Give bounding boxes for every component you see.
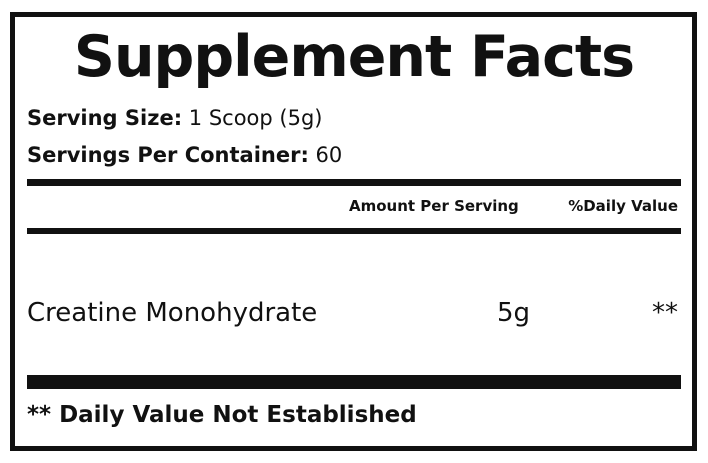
- ingredient-amount: 5g: [497, 298, 531, 328]
- serving-size-label: Serving Size:: [27, 106, 183, 130]
- daily-value-header: %Daily Value: [568, 197, 678, 215]
- serving-size-value: 1 Scoop (5g): [188, 106, 323, 130]
- servings-per-container: Servings Per Container: 60: [27, 142, 342, 168]
- ingredient-daily-value: **: [652, 298, 678, 328]
- servings-per-container-label: Servings Per Container:: [27, 143, 309, 167]
- amount-per-serving-header: Amount Per Serving: [349, 197, 519, 215]
- divider-heavy: [27, 375, 681, 389]
- serving-size: Serving Size: 1 Scoop (5g): [27, 105, 322, 131]
- servings-per-container-value: 60: [315, 143, 343, 167]
- label-title: Supplement Facts: [73, 24, 635, 90]
- ingredient-name: Creatine Monohydrate: [27, 298, 318, 328]
- divider: [27, 228, 681, 234]
- divider-thick: [27, 179, 681, 186]
- footnote: ** Daily Value Not Established: [27, 402, 417, 428]
- label-border: [10, 12, 697, 451]
